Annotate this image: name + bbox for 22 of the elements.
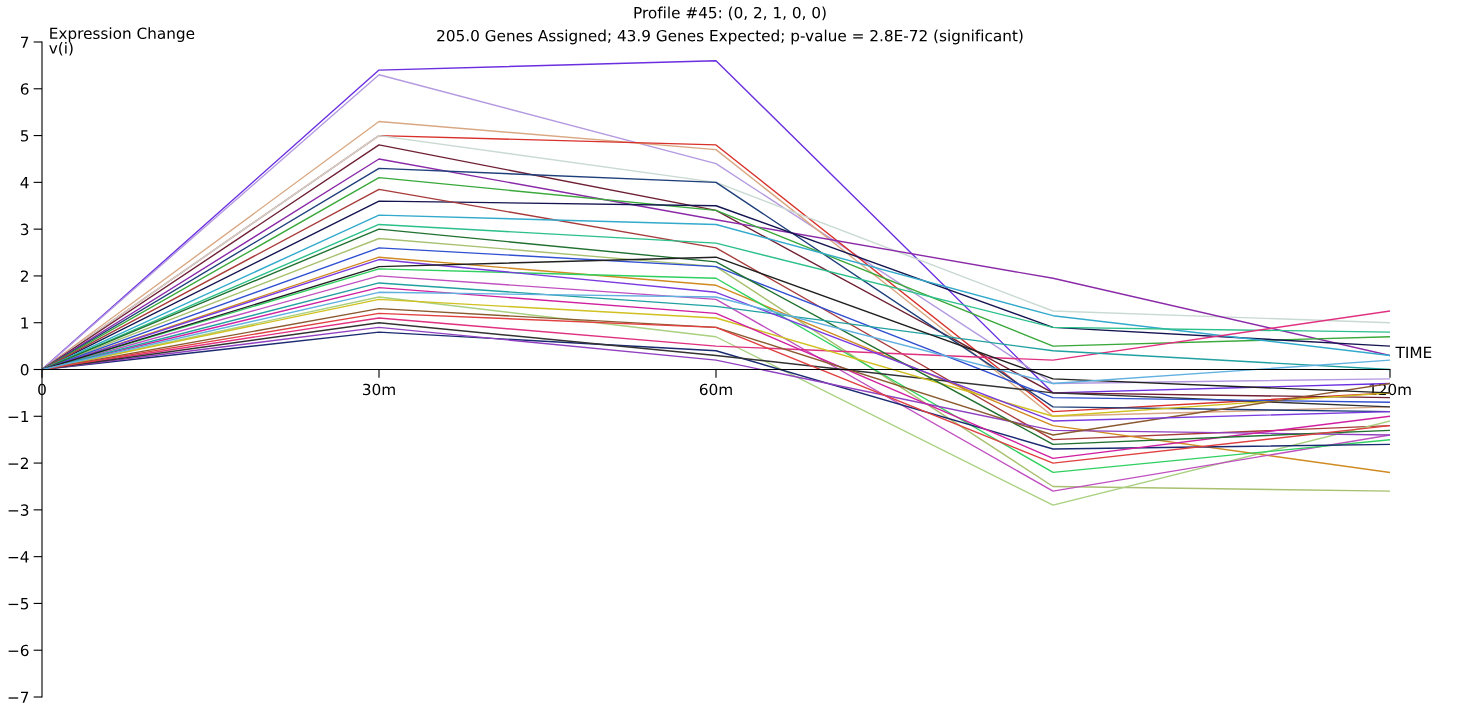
x-tick-label: 30m (363, 383, 395, 396)
y-tick-label: 0 (20, 363, 29, 376)
y-tick-label: −2 (8, 457, 28, 469)
chart-subtitle: 205.0 Genes Assigned; 43.9 Genes Expected; p-value = 2.8E-72 (significant) (437, 29, 1023, 45)
y-tick-label: −7 (8, 691, 29, 703)
annotation: v(i) (49, 42, 73, 56)
x-axis-title: TIME (1395, 346, 1432, 358)
y-tick-label: −5 (8, 598, 29, 610)
y-tick-label: 7 (21, 36, 29, 48)
y-tick-label: −4 (8, 551, 29, 563)
y-axis-title: Expression Change (50, 27, 195, 42)
y-tick-label: −6 (8, 644, 29, 657)
y-tick-label: 4 (20, 177, 29, 189)
y-tick-label: −1 (8, 410, 29, 423)
y-tick-label: −3 (8, 504, 29, 516)
x-tick-label: 60m (699, 383, 732, 396)
y-tick-label: 6 (20, 83, 29, 95)
chart-title: Profile #45: (0, 2, 1, 0, 0) (634, 6, 826, 21)
y-tick-label: 1 (21, 317, 29, 329)
y-tick-label: 2 (20, 270, 28, 282)
y-tick-label: 5 (20, 130, 29, 142)
y-tick-label: 3 (20, 223, 29, 236)
